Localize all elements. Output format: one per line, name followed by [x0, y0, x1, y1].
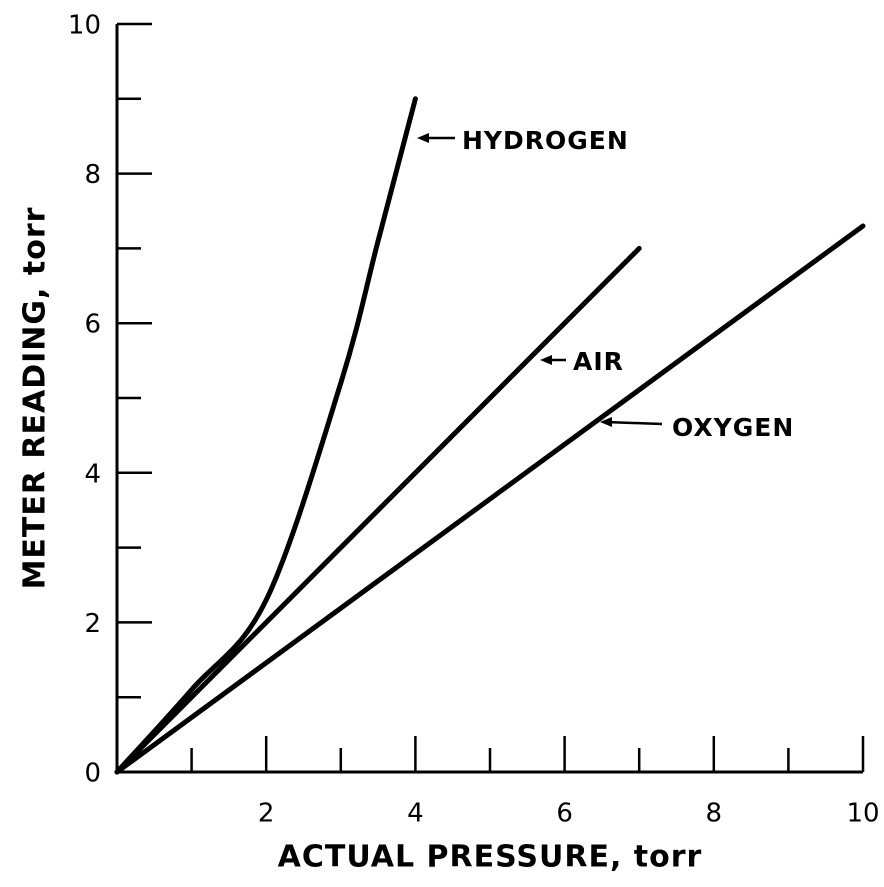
line-series — [114, 245, 642, 775]
x-axis-title: ACTUAL PRESSURE, torr — [278, 840, 703, 875]
arrow-shaft — [605, 420, 663, 426]
series-label: AIR — [573, 347, 624, 376]
y-tick-label: 10 — [68, 11, 101, 41]
arrow-head — [417, 133, 429, 143]
x-tick-label: 4 — [407, 799, 424, 829]
series-label: OXYGEN — [672, 413, 794, 442]
x-tick-label: 8 — [706, 799, 723, 829]
x-tick-label: 10 — [846, 799, 879, 829]
y-tick-label: 6 — [84, 310, 101, 340]
y-tick-label: 2 — [84, 609, 101, 639]
series-label: HYDROGEN — [462, 126, 629, 155]
arrow-head — [540, 355, 552, 365]
arrow-head — [600, 417, 612, 427]
line-series — [114, 96, 418, 775]
line-series — [114, 223, 866, 775]
x-tick-label: 2 — [258, 799, 275, 829]
x-tick-label: 6 — [556, 799, 573, 829]
y-tick-label: 4 — [84, 459, 101, 489]
y-axis-title: METER READING, torr — [18, 207, 53, 590]
y-tick-label: 0 — [84, 759, 101, 789]
y-tick-label: 8 — [84, 160, 101, 190]
